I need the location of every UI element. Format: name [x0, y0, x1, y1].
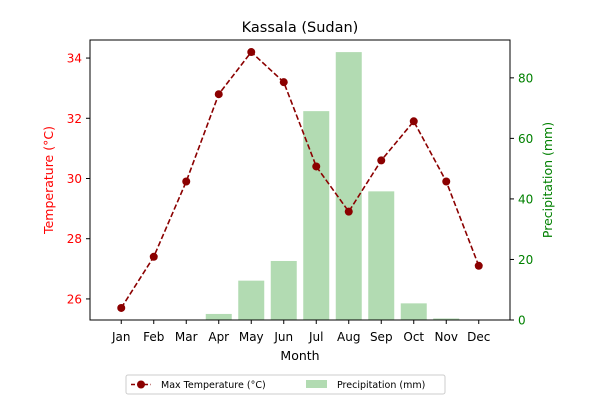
y-right-tick-label: 20: [518, 253, 533, 267]
bar-series: [205, 52, 460, 321]
point-jan: [117, 303, 126, 312]
point-mar: [182, 177, 191, 186]
y-axis-left-label: Temperature (°C): [41, 126, 56, 235]
x-tick-label: May: [239, 330, 264, 344]
x-tick-label: Dec: [467, 330, 490, 344]
line-series: [117, 48, 483, 312]
point-dec: [474, 261, 483, 270]
y-axis-right-label: Precipitation (mm): [540, 122, 555, 238]
x-tick-label: Jun: [273, 330, 293, 344]
x-tick-label: Apr: [208, 330, 229, 344]
x-tick-label: Oct: [403, 330, 424, 344]
point-apr: [214, 90, 223, 99]
y-left-tick-label: 26: [67, 292, 82, 306]
point-may: [247, 48, 256, 57]
bar-aug: [335, 52, 362, 321]
x-axis-label: Month: [280, 348, 319, 363]
temperature-line: [120, 50, 480, 309]
y-right-tick-label: 80: [518, 71, 533, 85]
x-tick-label: Nov: [435, 330, 458, 344]
x-tick-label: Feb: [143, 330, 164, 344]
legend: Max Temperature (°C) Precipitation (mm): [125, 374, 446, 395]
bar-nov: [433, 318, 460, 320]
bar-may: [238, 280, 265, 320]
x-tick-label: Mar: [175, 330, 198, 344]
x-tick-label: Sep: [370, 330, 393, 344]
bar-jun: [270, 260, 297, 320]
x-tick-label: Jul: [308, 330, 323, 344]
chart-title: Kassala (Sudan): [242, 20, 359, 36]
y-left-tick-label: 32: [67, 112, 82, 126]
bar-apr: [205, 313, 232, 320]
x-tick-label: Aug: [337, 330, 360, 344]
y-left-tick-label: 30: [67, 172, 82, 186]
point-aug: [344, 207, 353, 216]
bar-jul: [303, 111, 330, 320]
point-jun: [279, 78, 288, 87]
y-left-tick-label: 28: [67, 232, 82, 246]
bar-sep: [368, 191, 395, 320]
y-right-tick-label: 0: [518, 314, 526, 328]
legend-bar-swatch: [306, 380, 327, 388]
point-jul: [312, 162, 321, 171]
y-axis-left: 26 28 30 32 34: [67, 52, 90, 306]
y-left-tick-label: 34: [67, 52, 82, 66]
x-tick-label: Jan: [111, 330, 131, 344]
bar-oct: [400, 303, 427, 320]
point-feb: [149, 252, 158, 261]
point-nov: [442, 177, 451, 186]
y-axis-right: 0 20 40 60 80: [510, 71, 533, 328]
plot-frame: [89, 39, 511, 321]
legend-item-temperature: Max Temperature (°C): [161, 380, 266, 391]
point-oct: [409, 117, 418, 126]
legend-item-precipitation: Precipitation (mm): [337, 380, 425, 391]
y-right-tick-label: 60: [518, 132, 533, 146]
y-right-tick-label: 40: [518, 192, 533, 206]
legend-marker-swatch: [137, 380, 145, 389]
point-sep: [377, 156, 386, 165]
legend-frame: [125, 374, 446, 395]
x-axis: Jan Feb Mar Apr May Jun Jul Aug Sep Oct Nov Dec: [111, 320, 490, 344]
